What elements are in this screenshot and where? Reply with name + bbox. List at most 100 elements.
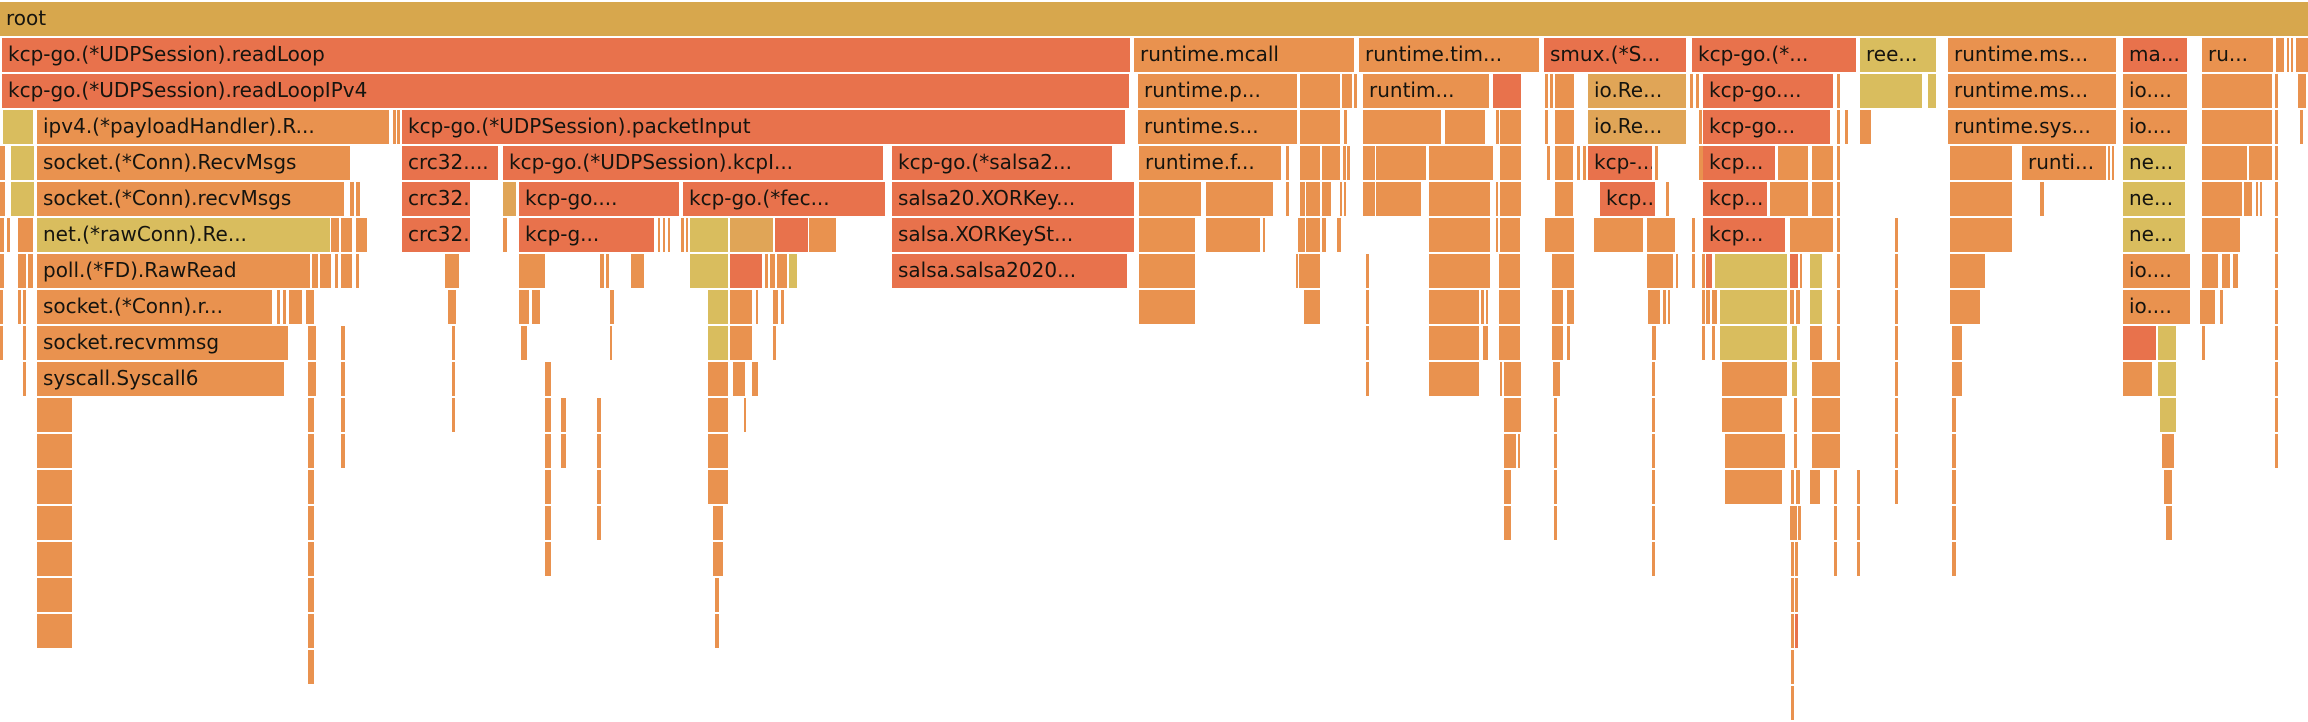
flame-bar-unlabeled[interactable] <box>1504 362 1521 396</box>
flame-bar[interactable]: kcp-go.(*fec... <box>683 182 885 216</box>
flame-bar-unlabeled[interactable] <box>631 254 644 288</box>
flame-bar-unlabeled[interactable] <box>1895 290 1898 324</box>
flame-bar-unlabeled[interactable] <box>690 254 728 288</box>
flame-bar-unlabeled[interactable] <box>1499 290 1520 324</box>
flame-bar-unlabeled[interactable] <box>1652 326 1656 360</box>
flame-bar-unlabeled[interactable] <box>1344 110 1347 144</box>
flame-bar-unlabeled[interactable] <box>393 110 396 144</box>
flame-bar-unlabeled[interactable] <box>1298 218 1305 252</box>
flame-bar-unlabeled[interactable] <box>1499 254 1520 288</box>
flame-bar-unlabeled[interactable] <box>1486 290 1488 324</box>
flame-bar[interactable]: kcp-go.(*UDPSession).packetInput <box>402 110 1125 144</box>
flame-bar-unlabeled[interactable] <box>356 254 359 288</box>
flame-bar-unlabeled[interactable] <box>1206 218 1260 252</box>
flame-bar-unlabeled[interactable] <box>773 290 778 324</box>
flame-bar[interactable]: runtime.f... <box>1139 146 1281 180</box>
flame-bar-unlabeled[interactable] <box>1860 110 1871 144</box>
flame-bar-unlabeled[interactable] <box>2275 254 2278 288</box>
flame-bar-unlabeled[interactable] <box>308 542 314 576</box>
flame-bar-unlabeled[interactable] <box>1837 74 1840 108</box>
flame-bar[interactable]: kcp... <box>1703 182 1767 216</box>
flame-bar-unlabeled[interactable] <box>1655 146 1658 180</box>
flame-bar-unlabeled[interactable] <box>2202 218 2240 252</box>
flame-bar-unlabeled[interactable] <box>2040 182 2044 216</box>
flame-bar[interactable]: runtime.ms... <box>1948 38 2116 72</box>
flame-bar-unlabeled[interactable] <box>2275 398 2278 432</box>
flame-bar-unlabeled[interactable] <box>2123 326 2156 360</box>
flame-bar-unlabeled[interactable] <box>545 362 551 396</box>
flame-bar-unlabeled[interactable] <box>756 290 758 324</box>
flame-bar[interactable]: crc32.... <box>402 146 498 180</box>
flame-bar-unlabeled[interactable] <box>1950 290 1980 324</box>
flame-bar-unlabeled[interactable] <box>1837 110 1840 144</box>
flame-bar-unlabeled[interactable] <box>1952 470 1956 504</box>
flame-bar-unlabeled[interactable] <box>1363 146 1375 180</box>
flame-bar-unlabeled[interactable] <box>1429 326 1479 360</box>
flame-bar-unlabeled[interactable] <box>2160 398 2176 432</box>
flame-bar-unlabeled[interactable] <box>733 362 745 396</box>
flame-bar-unlabeled[interactable] <box>708 290 728 324</box>
flame-bar-unlabeled[interactable] <box>308 326 316 360</box>
flame-bar-unlabeled[interactable] <box>1139 218 1195 252</box>
flame-bar-unlabeled[interactable] <box>1429 218 1490 252</box>
flame-bar-unlabeled[interactable] <box>521 326 527 360</box>
flame-bar-unlabeled[interactable] <box>781 290 784 324</box>
flame-bar-unlabeled[interactable] <box>1770 182 1808 216</box>
flame-bar-unlabeled[interactable] <box>1343 146 1346 180</box>
flame-bar-unlabeled[interactable] <box>1139 182 1201 216</box>
flame-bar-unlabeled[interactable] <box>306 290 314 324</box>
flame-bar-unlabeled[interactable] <box>545 506 551 540</box>
flame-bar-unlabeled[interactable] <box>1895 398 1898 432</box>
flame-bar-unlabeled[interactable] <box>1798 506 1801 540</box>
flame-bar-unlabeled[interactable] <box>752 362 758 396</box>
flame-bar[interactable]: socket.(*Conn).RecvMsgs <box>37 146 350 180</box>
flame-bar-unlabeled[interactable] <box>1810 470 1820 504</box>
flame-bar[interactable]: salsa.XORKeySt... <box>892 218 1134 252</box>
flame-bar-unlabeled[interactable] <box>1834 542 1837 576</box>
flame-bar-unlabeled[interactable] <box>663 218 665 252</box>
flame-bar-unlabeled[interactable] <box>2200 290 2215 324</box>
flame-bar-unlabeled[interactable] <box>1496 218 1498 252</box>
flame-bar-unlabeled[interactable] <box>1837 398 1840 432</box>
flame-bar-unlabeled[interactable] <box>1500 362 1502 396</box>
flame-bar-unlabeled[interactable] <box>1812 362 1838 396</box>
flame-bar-unlabeled[interactable] <box>1812 182 1833 216</box>
flame-bar-unlabeled[interactable] <box>452 362 455 396</box>
flame-bar-unlabeled[interactable] <box>777 254 787 288</box>
flame-bar-unlabeled[interactable] <box>1800 254 1802 288</box>
flame-bar-unlabeled[interactable] <box>341 398 345 432</box>
flame-bar-unlabeled[interactable] <box>597 470 601 504</box>
flame-bar-unlabeled[interactable] <box>730 254 762 288</box>
flame-bar-unlabeled[interactable] <box>1376 146 1426 180</box>
flame-bar-unlabeled[interactable] <box>2275 182 2278 216</box>
flame-bar-unlabeled[interactable] <box>1666 182 1669 216</box>
flame-bar[interactable]: crc32.... <box>402 218 470 252</box>
flame-bar[interactable]: kcp-go.(*UDPSession).kcpI... <box>503 146 883 180</box>
flame-bar-unlabeled[interactable] <box>1895 326 1898 360</box>
flame-bar[interactable]: kcp... <box>1600 182 1655 216</box>
flame-bar-unlabeled[interactable] <box>1668 290 1670 324</box>
flame-bar[interactable]: runtime.tim... <box>1359 38 1539 72</box>
flame-bar-unlabeled[interactable] <box>1791 542 1794 576</box>
flame-bar-unlabeled[interactable] <box>1952 434 1956 468</box>
flame-bar-unlabeled[interactable] <box>1837 290 1840 324</box>
flame-bar-unlabeled[interactable] <box>1795 578 1798 612</box>
flame-bar-unlabeled[interactable] <box>713 542 723 576</box>
flame-bar[interactable]: kcp-go.(*... <box>1692 38 1856 72</box>
flame-bar-unlabeled[interactable] <box>1652 506 1655 540</box>
flame-bar-unlabeled[interactable] <box>1429 182 1490 216</box>
flame-bar-unlabeled[interactable] <box>1545 110 1548 144</box>
flame-bar-unlabeled[interactable] <box>2112 146 2114 180</box>
flame-bar-unlabeled[interactable] <box>1504 434 1516 468</box>
flame-bar-unlabeled[interactable] <box>1950 182 2012 216</box>
flame-bar-unlabeled[interactable] <box>561 434 566 468</box>
flame-bar-unlabeled[interactable] <box>713 506 723 540</box>
flame-bar-unlabeled[interactable] <box>1296 254 1298 288</box>
flame-bar-unlabeled[interactable] <box>350 182 354 216</box>
flame-bar-unlabeled[interactable] <box>1720 326 1787 360</box>
flame-bar-unlabeled[interactable] <box>308 614 314 648</box>
flame-bar-unlabeled[interactable] <box>2166 506 2172 540</box>
flame-bar-unlabeled[interactable] <box>708 434 728 468</box>
flame-bar-unlabeled[interactable] <box>1810 326 1822 360</box>
flame-bar[interactable]: kcp-go.... <box>519 182 679 216</box>
